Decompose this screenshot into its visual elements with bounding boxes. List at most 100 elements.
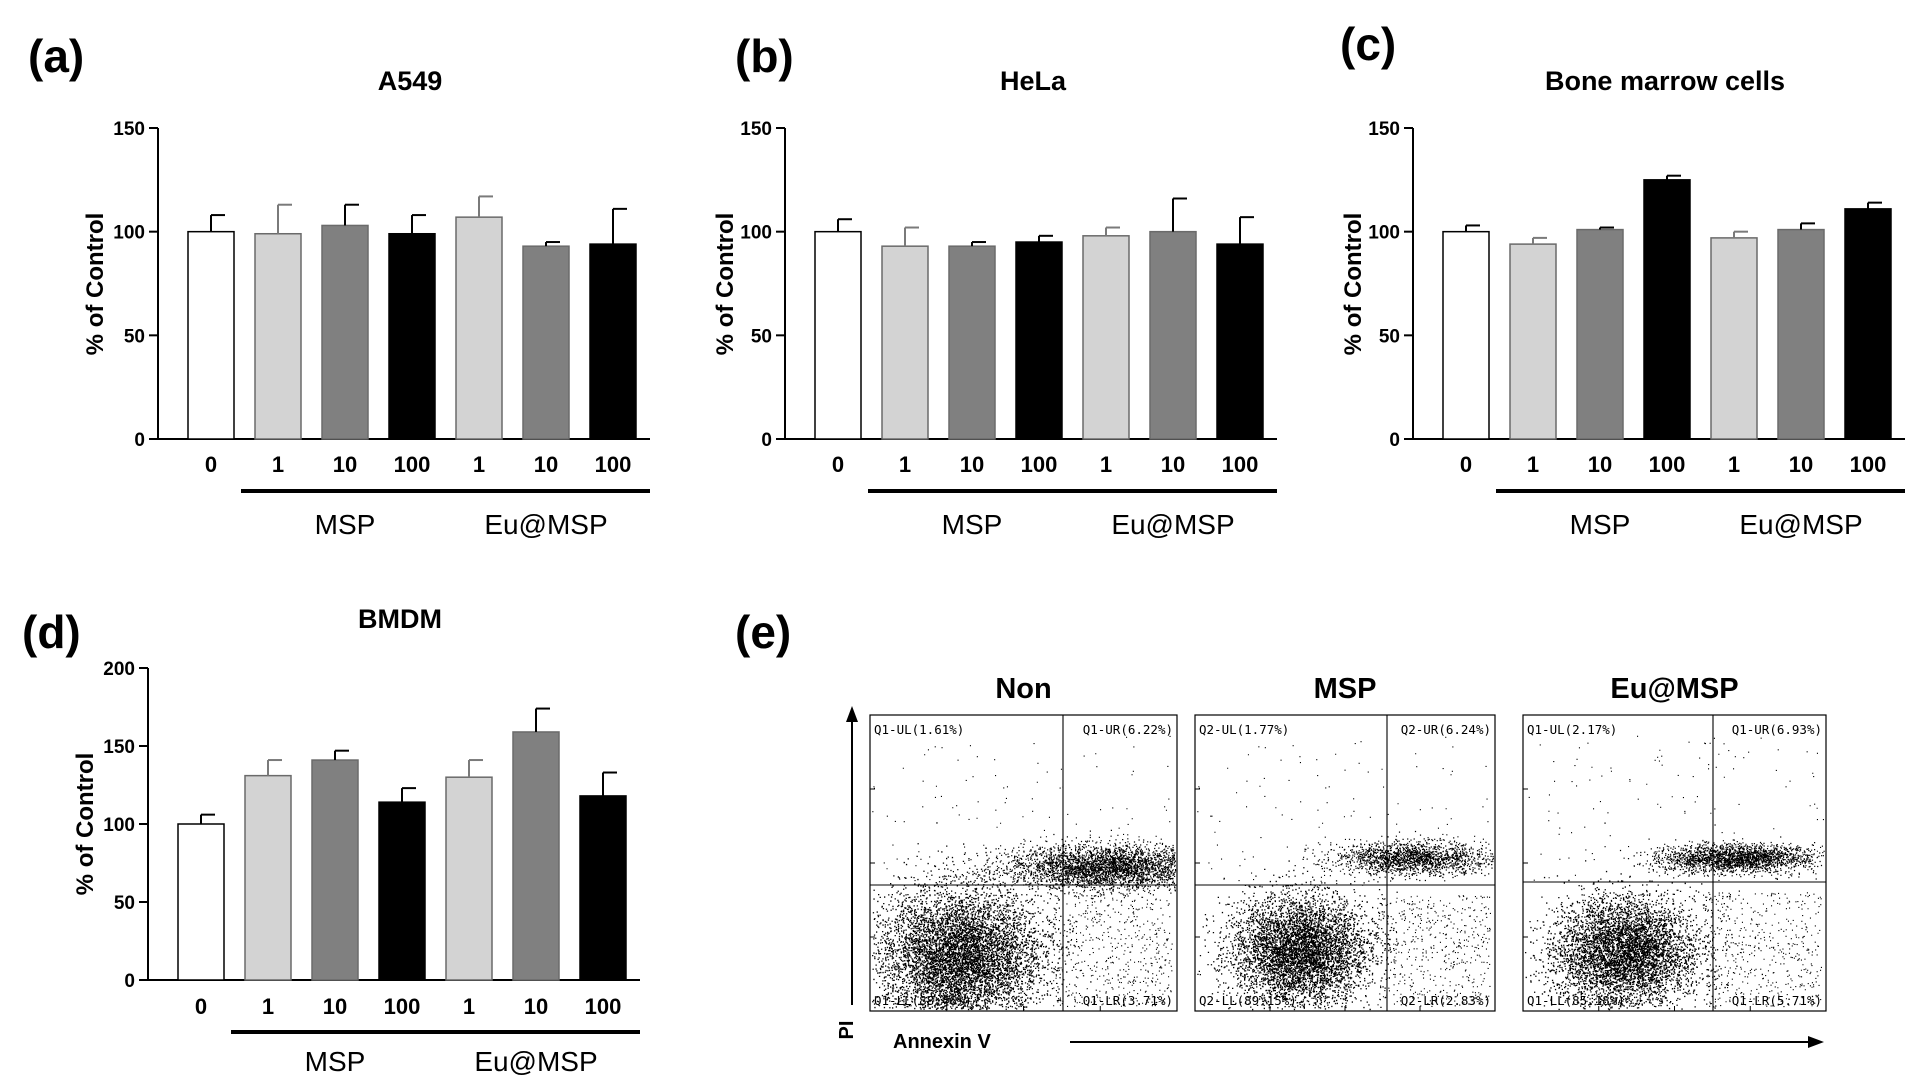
bar <box>1015 241 1063 440</box>
y-axis-label: % of Control <box>72 753 99 896</box>
x-tick-label: 100 <box>1649 452 1686 477</box>
x-tick-label: 1 <box>262 994 274 1019</box>
x-tick-label: 0 <box>195 994 207 1019</box>
y-tick-label: 50 <box>751 326 772 347</box>
x-tick-label: 1 <box>1728 452 1740 477</box>
y-axis-label: % of Control <box>1340 213 1367 356</box>
x-tick-label: 100 <box>1222 452 1259 477</box>
x-tick-label: 0 <box>205 452 217 477</box>
quadrant-label-ll: Q2-LL(89.15%) <box>1199 993 1297 1008</box>
scatter-points <box>872 735 1177 1011</box>
x-tick-label: 10 <box>323 994 347 1019</box>
panel-letter: (a) <box>28 30 84 82</box>
chart-title: Bone marrow cells <box>1545 66 1785 96</box>
x-tick-label: 10 <box>1161 452 1185 477</box>
x-tick-label: 0 <box>1460 452 1472 477</box>
y-tick-label: 150 <box>103 737 135 758</box>
x-tick-label: 1 <box>1527 452 1539 477</box>
group-label: Eu@MSP <box>1111 509 1234 540</box>
plot-title: Non <box>995 673 1051 705</box>
y-tick-label: 150 <box>1368 119 1400 140</box>
bar <box>1082 235 1130 440</box>
x-tick-label: 1 <box>473 452 485 477</box>
y-tick-label: 50 <box>1379 326 1400 347</box>
x-tick-label: 100 <box>1850 452 1887 477</box>
panel-letter: (c) <box>1340 18 1396 70</box>
bar <box>589 243 637 440</box>
bar <box>512 731 560 981</box>
annexin-axis-label: Annexin V <box>893 1031 991 1053</box>
y-tick-label: 0 <box>761 430 772 451</box>
quadrant-label-ur: Q2-UR(6.24%) <box>1401 722 1491 737</box>
quadrant-label-ul: Q2-UL(1.77%) <box>1199 722 1289 737</box>
bar <box>1710 237 1758 440</box>
bar <box>814 230 862 440</box>
x-tick-label: 10 <box>333 452 357 477</box>
y-tick-label: 100 <box>103 815 135 836</box>
bar <box>1149 230 1197 440</box>
bar <box>1643 179 1691 440</box>
y-tick-label: 200 <box>103 659 135 680</box>
y-tick-label: 100 <box>113 223 145 244</box>
quadrant-label-ur: Q1-UR(6.22%) <box>1083 722 1173 737</box>
bar <box>948 245 996 440</box>
x-tick-label: 10 <box>960 452 984 477</box>
x-tick-label: 100 <box>595 452 632 477</box>
bar <box>187 230 235 440</box>
quadrant-label-ul: Q1-UL(2.17%) <box>1527 722 1617 737</box>
group-label: MSP <box>305 1046 366 1077</box>
x-tick-label: 10 <box>1588 452 1612 477</box>
y-tick-label: 0 <box>134 430 145 451</box>
x-tick-label: 100 <box>1021 452 1058 477</box>
x-tick-label: 1 <box>1100 452 1112 477</box>
bar <box>388 232 436 440</box>
quadrant-label-ll: Q1-LL(88.46%) <box>874 993 972 1008</box>
quadrant-label-lr: Q2-LR(2.83%) <box>1401 993 1491 1008</box>
dot-plot-1: MSP Q2-UL(1.77%) Q2-UR(6.24%) Q2-LL(89.15%)… <box>1194 673 1496 1012</box>
quadrant-label-ll: Q1-LL(85.18%) <box>1527 993 1625 1008</box>
bar <box>455 216 503 440</box>
flow-cytometry-panel: (e) PI Annexin V Non Q1-UL(1.61%) Q1-UR(6.… <box>735 606 1827 1053</box>
bar <box>244 774 292 981</box>
bar-chart-3: (d) BMDM 0 50 100 150 200 % of Control 0 1 10 100 1 1… <box>22 604 640 1077</box>
panel-letter: (e) <box>735 606 791 658</box>
dot-plot-0: Non Q1-UL(1.61%) Q1-UR(6.22%) Q1-LL(88.46%)… <box>869 673 1178 1012</box>
x-tick-label: 1 <box>899 452 911 477</box>
bar <box>1576 228 1624 440</box>
scatter-points <box>1197 736 1494 1011</box>
pi-axis-label: PI <box>836 1021 858 1040</box>
x-tick-label: 10 <box>534 452 558 477</box>
bar <box>1777 228 1825 440</box>
bar <box>378 801 426 981</box>
y-tick-label: 150 <box>740 119 772 140</box>
bar <box>1844 208 1892 440</box>
bar <box>321 224 369 440</box>
bar <box>1442 230 1490 440</box>
x-tick-label: 100 <box>384 994 421 1019</box>
x-tick-label: 100 <box>394 452 431 477</box>
group-label: Eu@MSP <box>1739 509 1862 540</box>
flow-plots: Non Q1-UL(1.61%) Q1-UR(6.22%) Q1-LL(88.46%)… <box>869 673 1827 1012</box>
dot-plot-2: Eu@MSP Q1-UL(2.17%) Q1-UR(6.93%) Q1-LL(85.1… <box>1522 673 1827 1012</box>
chart-title: HeLa <box>1000 66 1067 96</box>
y-tick-label: 50 <box>124 326 145 347</box>
bar-chart-1: (b) HeLa 0 50 100 150 % of Control 0 1 10 100 1 10 10… <box>712 30 1277 540</box>
bar <box>254 232 302 440</box>
group-label: MSP <box>315 509 376 540</box>
bar <box>311 759 359 981</box>
x-tick-label: 1 <box>463 994 475 1019</box>
bar-chart-2: (c) Bone marrow cells 0 50 100 150 % of Contro… <box>1340 18 1905 540</box>
annexin-arrowhead <box>1808 1036 1824 1048</box>
y-axis-label: % of Control <box>712 213 739 356</box>
bar-chart-0: (a) A549 0 50 100 150 % of Control 0 1 10 100 1 10 10… <box>28 30 650 540</box>
panel-letter: (b) <box>735 30 794 82</box>
y-tick-label: 100 <box>1368 223 1400 244</box>
plot-title: MSP <box>1314 673 1377 705</box>
quadrant-label-lr: Q1-LR(3.71%) <box>1083 993 1173 1008</box>
bar <box>445 776 493 981</box>
plot-title: Eu@MSP <box>1610 673 1738 705</box>
y-axis-label: % of Control <box>82 213 109 356</box>
chart-title: A549 <box>378 66 443 96</box>
chart-title: BMDM <box>358 604 442 634</box>
